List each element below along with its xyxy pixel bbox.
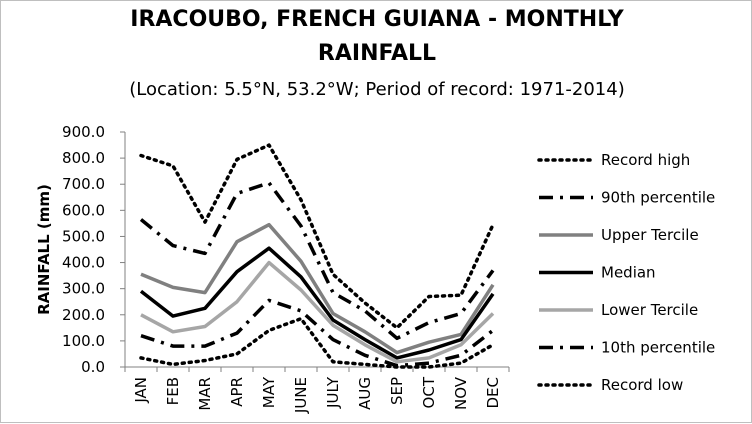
chart-subtitle: (Location: 5.5°N, 53.2°W; Period of reco… <box>129 79 625 100</box>
legend-label: 10th percentile <box>601 339 715 357</box>
legend-label: Upper Tercile <box>601 226 699 244</box>
series-line-upper-tercile <box>140 222 495 355</box>
y-tick-label: 800.0 <box>62 149 105 167</box>
y-tick-label: 100.0 <box>62 332 105 350</box>
legend-label: Median <box>601 264 656 282</box>
y-tick-label: 300.0 <box>62 280 105 298</box>
x-tick-label: JAN <box>132 377 150 404</box>
x-tick-label: SEP <box>388 377 406 405</box>
legend-label: Record low <box>601 376 683 394</box>
series-line-record-high <box>139 143 495 330</box>
legend-label: Lower Tercile <box>601 301 698 319</box>
y-axis-label: RAINFALL (mm) <box>35 184 53 315</box>
series-line-90th-percentile <box>139 181 495 341</box>
y-tick-label: 500.0 <box>62 227 105 245</box>
y-tick-label: 200.0 <box>62 306 105 324</box>
x-tick-label: APR <box>228 377 246 407</box>
chart-title: IRACOUBO, FRENCH GUIANA - MONTHLY <box>130 7 624 32</box>
y-tick-label: 0.0 <box>81 358 105 376</box>
x-tick-label: MAY <box>260 376 278 408</box>
x-tick-label: NOV <box>452 376 470 410</box>
y-tick-label: 700.0 <box>62 175 105 193</box>
x-tick-label: DEC <box>484 377 502 409</box>
chart-title-line2: RAINFALL <box>317 41 437 66</box>
series-line-median <box>139 246 495 360</box>
x-tick-label: JUNE <box>292 377 310 414</box>
series-line-record-low <box>139 316 495 369</box>
x-tick-label: JULY <box>324 376 342 409</box>
legend-label: 90th percentile <box>601 189 715 207</box>
legend-label: Record high <box>601 151 690 169</box>
y-tick-label: 600.0 <box>62 201 105 219</box>
x-tick-label: OCT <box>420 376 438 408</box>
x-tick-label: MAR <box>196 377 214 411</box>
x-tick-label: AUG <box>356 377 374 410</box>
series-line-lower-tercile <box>140 260 495 364</box>
y-tick-label: 400.0 <box>62 254 105 272</box>
y-tick-label: 900.0 <box>62 123 105 141</box>
x-tick-label: FEB <box>164 377 182 405</box>
